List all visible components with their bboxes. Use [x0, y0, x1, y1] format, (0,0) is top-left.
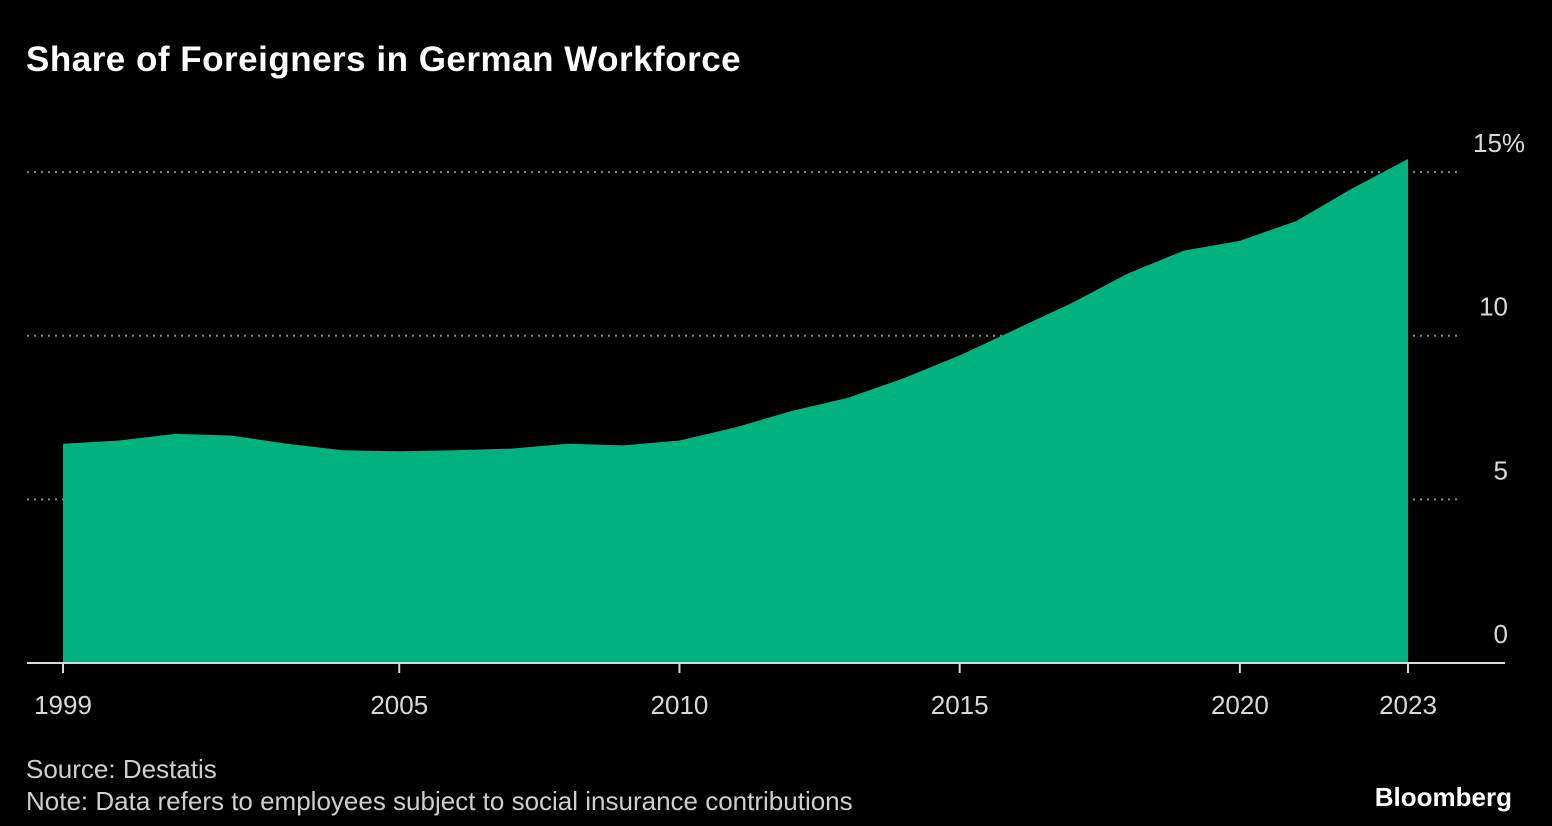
- x-tick-label-2023: 2023: [1379, 690, 1437, 720]
- data-note: Note: Data refers to employees subject t…: [26, 786, 853, 816]
- x-tick-label-2015: 2015: [931, 690, 989, 720]
- y-tick-label-10: 10: [1479, 292, 1508, 322]
- y-tick-label-5: 5: [1494, 455, 1508, 485]
- series-area-share-of-foreigners: [63, 159, 1408, 663]
- x-tick-label-2020: 2020: [1211, 690, 1269, 720]
- x-axis: [27, 662, 1505, 673]
- y-axis-labels: 0 5 10 15%: [1473, 128, 1525, 649]
- x-tick-label-1999: 1999: [34, 690, 92, 720]
- chart-title: Share of Foreigners in German Workforce: [26, 40, 742, 79]
- x-axis-labels: 1999 2005 2010 2015 2020 2023: [34, 690, 1437, 720]
- bloomberg-logo: Bloomberg: [1374, 782, 1512, 812]
- source-note: Source: Destatis: [26, 754, 217, 784]
- y-tick-label-0: 0: [1494, 619, 1508, 649]
- x-tick-label-2005: 2005: [370, 690, 428, 720]
- y-tick-label-15: 15%: [1473, 128, 1525, 158]
- x-tick-label-2010: 2010: [651, 690, 709, 720]
